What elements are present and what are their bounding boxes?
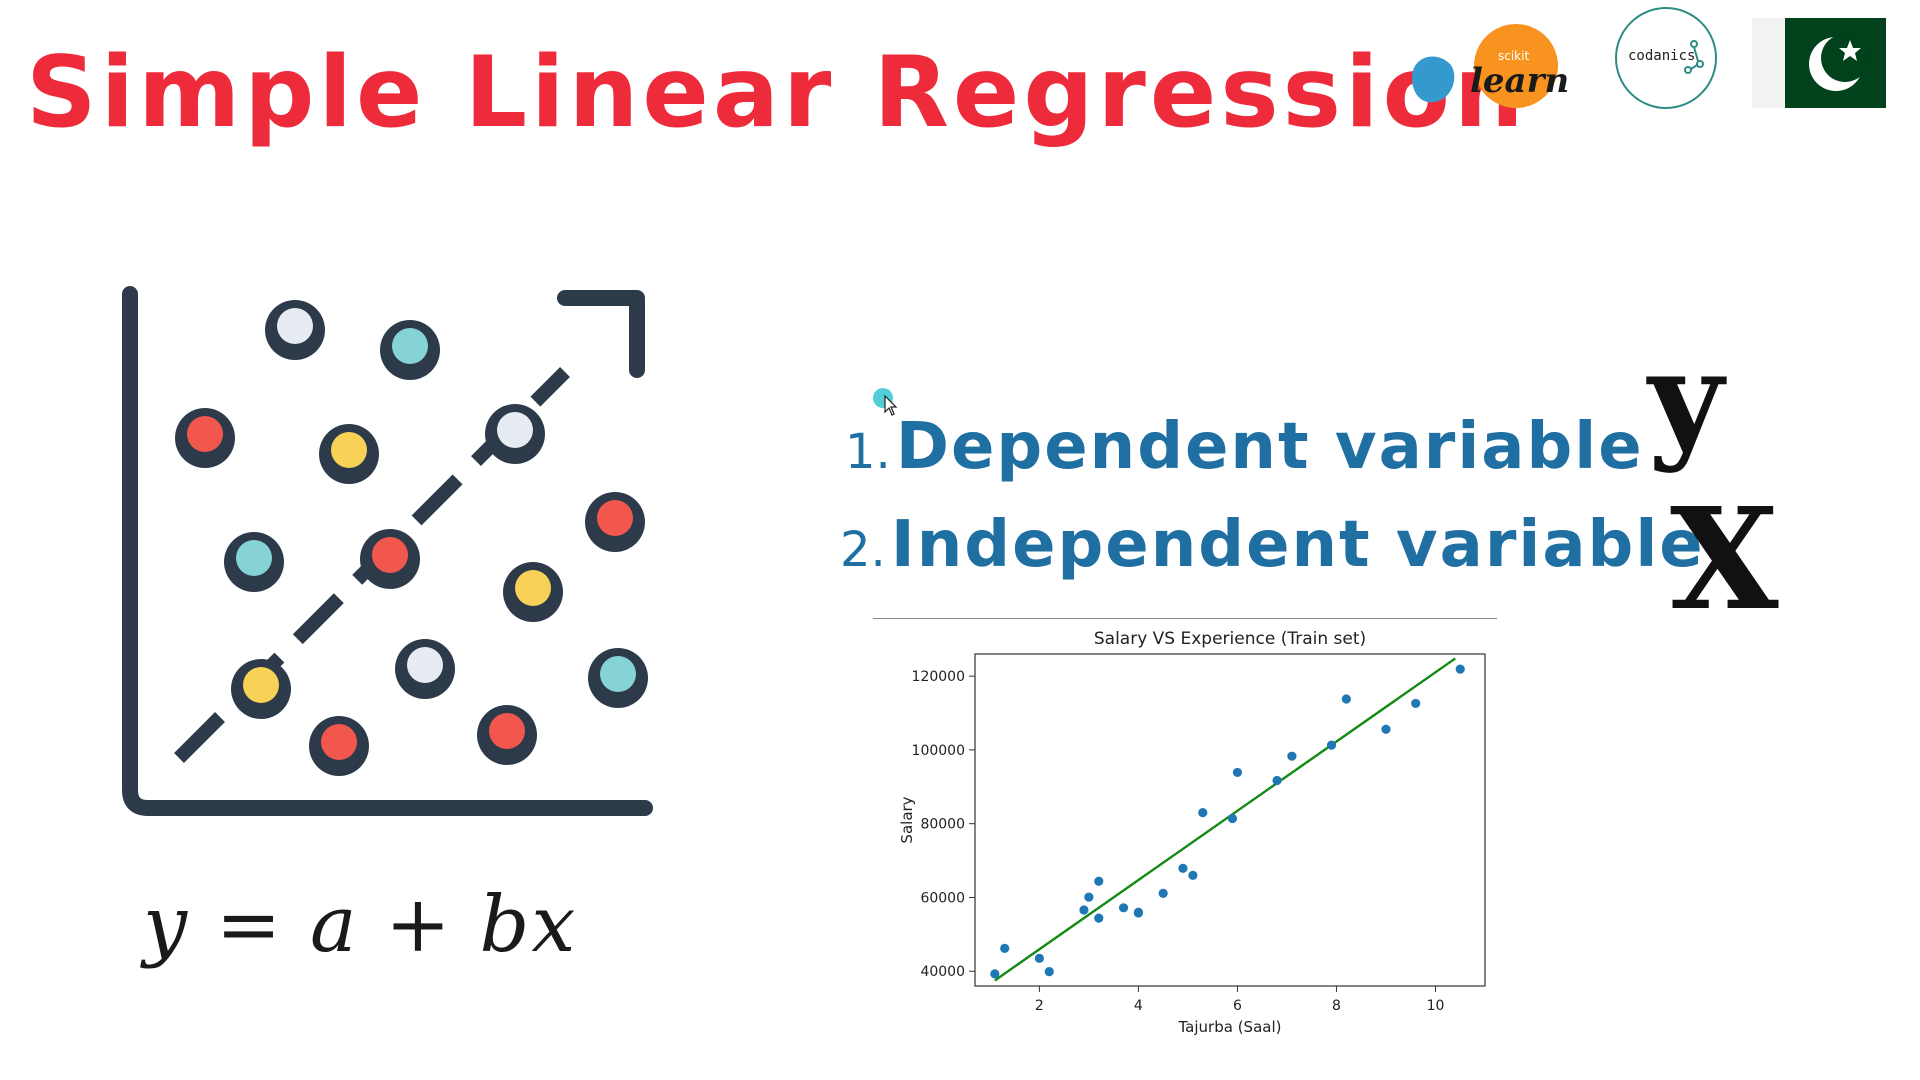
codanics-logo: codanics <box>1615 7 1717 109</box>
data-point <box>1133 908 1143 918</box>
dependent-variable-label: Dependent variable <box>895 410 1644 484</box>
data-point <box>1188 870 1198 880</box>
x-tick-label: 8 <box>1332 998 1341 1014</box>
salary-experience-chart: Salary VS Experience (Train set) 2 4 6 8 10 4… <box>898 629 1486 1036</box>
data-point <box>1227 813 1238 824</box>
y-tick-label: 100000 <box>912 743 965 759</box>
mouse-cursor-icon <box>873 388 898 416</box>
dependent-variable-number: 1. <box>845 424 891 480</box>
page-title: Simple Linear Regression <box>26 36 1528 150</box>
data-point <box>1232 767 1243 778</box>
regression-formula: y = a + bx <box>143 880 578 970</box>
plot-frame <box>974 653 1486 987</box>
data-point <box>1178 863 1188 873</box>
illustration-dots <box>175 300 648 776</box>
x-tick-label: 6 <box>1233 998 1242 1014</box>
data-point <box>1000 943 1010 953</box>
data-point <box>1094 913 1104 923</box>
data-point <box>1084 892 1094 902</box>
x-tick-label: 4 <box>1134 998 1143 1014</box>
x-tick-label: 10 <box>1427 998 1445 1014</box>
x-axis-label: Tajurba (Saal) <box>1178 1018 1282 1036</box>
y-tick-label: 120000 <box>912 669 965 685</box>
independent-variable-item: 2. Independent variable <box>840 508 1705 582</box>
data-point <box>1381 724 1391 734</box>
data-point <box>990 969 1000 979</box>
chart-title: Salary VS Experience (Train set) <box>1094 629 1366 649</box>
y-tick-label: 60000 <box>920 890 965 906</box>
data-point <box>1034 953 1044 963</box>
pakistan-flag-icon <box>1752 18 1886 108</box>
data-point <box>1411 698 1421 709</box>
independent-variable-symbol: X <box>1670 478 1779 642</box>
data-point <box>1158 888 1168 899</box>
scikit-learn-logo-big-text: learn <box>1470 61 1569 101</box>
data-point <box>1079 905 1089 915</box>
independent-variable-label: Independent variable <box>890 508 1705 582</box>
divider-line <box>873 618 1497 619</box>
scikit-learn-logo-small-text: scikit <box>1498 49 1529 63</box>
y-tick-label: 40000 <box>920 964 965 980</box>
y-tick-label: 80000 <box>920 817 965 833</box>
dependent-variable-item: 1. Dependent variable <box>845 410 1644 484</box>
data-point <box>1094 876 1104 886</box>
data-point <box>1272 775 1282 786</box>
codanics-logo-text: codanics <box>1628 48 1695 64</box>
regression-line <box>994 657 1456 982</box>
data-point <box>1455 664 1465 674</box>
data-point <box>1044 967 1054 977</box>
data-point <box>1198 808 1208 818</box>
data-point <box>1326 740 1337 750</box>
independent-variable-number: 2. <box>840 522 886 578</box>
x-tick-label: 2 <box>1035 998 1044 1014</box>
y-axis-label: Salary <box>898 796 916 843</box>
dependent-variable-symbol: y <box>1648 322 1724 475</box>
data-point <box>1118 903 1129 913</box>
scikit-learn-logo: scikit learn <box>1412 24 1569 108</box>
data-point <box>1287 751 1297 761</box>
regression-illustration <box>122 286 653 816</box>
data-point <box>1341 694 1351 704</box>
arrow-head-icon <box>557 290 645 378</box>
